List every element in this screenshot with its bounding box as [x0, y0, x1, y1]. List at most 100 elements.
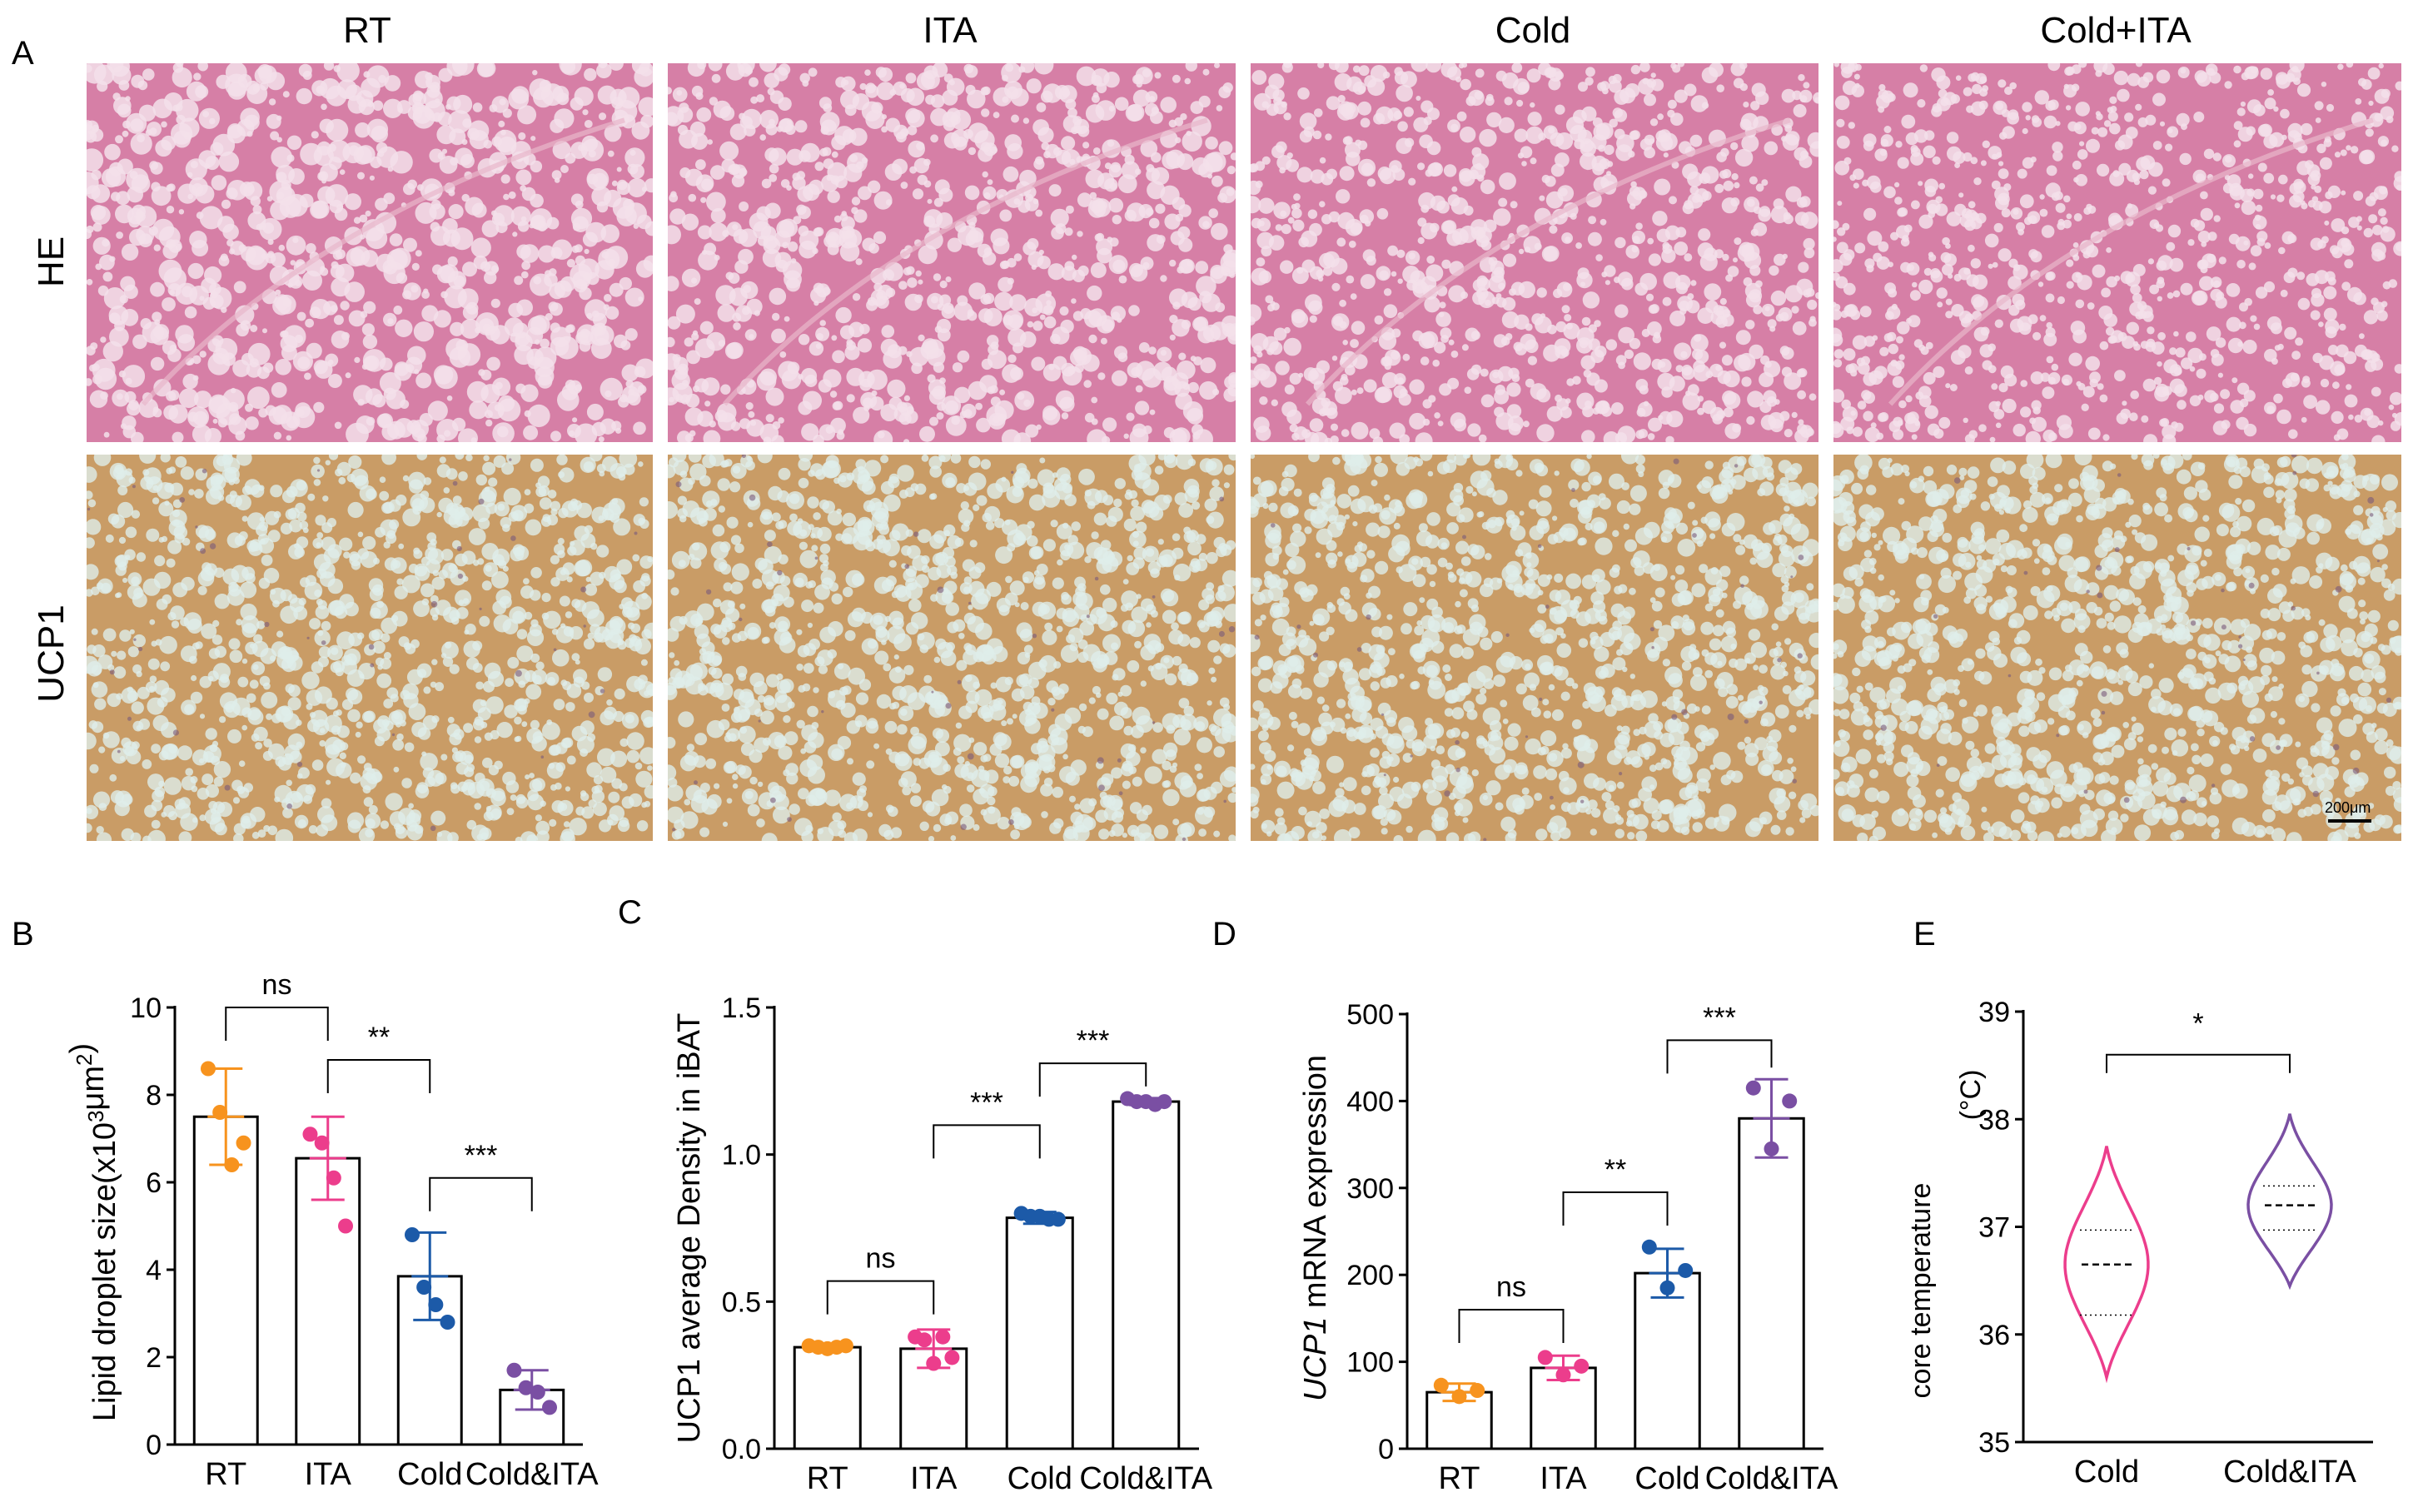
y-tick-label: 10 — [130, 992, 162, 1024]
significance-bracket — [1666, 1039, 1773, 1074]
cell-pattern — [1833, 455, 2401, 841]
panel-c-letter: C — [618, 894, 642, 931]
y-tick-label: 4 — [146, 1255, 162, 1286]
data-point — [1659, 1280, 1675, 1296]
bar-cold-ita — [1738, 1117, 1805, 1450]
y-tick-label: 35 — [1978, 1427, 2010, 1459]
bar-cold-ita — [1112, 1100, 1181, 1450]
data-point — [326, 1170, 341, 1186]
x-tick-label: ITA — [1540, 1461, 1587, 1496]
data-point — [1764, 1141, 1779, 1156]
y-tick-label: 38 — [1978, 1104, 2010, 1136]
significance-bracket — [1458, 1308, 1565, 1343]
significance-label: ** — [1605, 1154, 1626, 1186]
data-point — [1641, 1239, 1657, 1255]
chart-e-core-temperature: 35 36 37 38 39 Cold Cold&ITA * core temperature (… — [1905, 997, 2373, 1490]
panel-e-letter: E — [1913, 916, 1936, 952]
bar-ita — [295, 1156, 361, 1446]
x-tick-label: Cold&ITA — [1705, 1461, 1838, 1496]
y-tick-label: 0 — [1378, 1434, 1394, 1465]
data-point — [416, 1280, 432, 1295]
significance-label: ns — [262, 969, 292, 1001]
data-point — [338, 1218, 354, 1234]
bar-cold — [1005, 1216, 1074, 1450]
y-tick-label: 0 — [146, 1430, 162, 1461]
significance-label: ** — [368, 1022, 390, 1053]
significance-bracket — [2106, 1053, 2291, 1073]
significance-bracket — [933, 1124, 1041, 1159]
significance-bracket — [326, 1059, 431, 1093]
bar-rt — [192, 1115, 259, 1446]
x-tick-label: RT — [1439, 1461, 1480, 1496]
y-tick-label: 0.0 — [722, 1434, 761, 1465]
col-title-ita: ITA — [923, 10, 978, 51]
y-tick-label: 1.5 — [722, 992, 761, 1024]
y-tick-label: 500 — [1346, 999, 1394, 1031]
y-tick-label: 8 — [146, 1080, 162, 1112]
y-axis-label: UCP1 mRNA expression — [1298, 1055, 1333, 1401]
data-point — [838, 1338, 853, 1354]
y-tick-label: 400 — [1346, 1086, 1394, 1117]
significance-label: ns — [1496, 1271, 1526, 1303]
significance-bracket — [826, 1280, 935, 1315]
data-point — [302, 1127, 318, 1142]
significance-bracket — [429, 1176, 533, 1211]
cell-pattern — [1833, 63, 2401, 442]
data-point — [506, 1362, 522, 1378]
panel-d-letter: D — [1212, 916, 1236, 952]
data-point — [200, 1061, 216, 1077]
cell-pattern — [87, 63, 653, 442]
y-tick-label: 1.0 — [722, 1140, 761, 1171]
ucp1-image-rt — [87, 455, 653, 841]
y-axis-label: Lipid droplet size(x103μm2) — [64, 1043, 122, 1421]
data-point — [212, 1105, 228, 1120]
significance-label: *** — [970, 1087, 1003, 1118]
data-point — [530, 1385, 545, 1400]
col-title-rt: RT — [343, 10, 391, 51]
y-tick-label: 2 — [146, 1342, 162, 1374]
x-tick-label: ITA — [305, 1457, 352, 1492]
ucp1-image-cold-ita — [1833, 455, 2401, 841]
data-point — [1678, 1262, 1694, 1278]
x-tick-label: Cold&ITA — [2223, 1455, 2356, 1490]
scale-bar-label: 200μm — [2325, 799, 2371, 816]
data-point — [542, 1400, 558, 1415]
significance-bracket — [225, 1007, 329, 1041]
y-tick-label: 6 — [146, 1167, 162, 1199]
significance-label: *** — [1077, 1025, 1110, 1057]
ucp1-image-cold — [1251, 455, 1818, 841]
significance-label: * — [2192, 1008, 2203, 1040]
y-tick-label: 39 — [1978, 997, 2010, 1028]
significance-bracket — [1038, 1062, 1147, 1097]
data-point — [1050, 1211, 1066, 1227]
data-point — [944, 1350, 960, 1365]
y-tick-label: 37 — [1978, 1212, 2010, 1244]
data-point — [224, 1157, 240, 1172]
ucp1-image-ita — [668, 455, 1236, 841]
data-point — [926, 1355, 942, 1371]
data-point — [404, 1227, 420, 1242]
data-point — [440, 1315, 455, 1330]
bar-cold — [1634, 1271, 1701, 1450]
data-point — [428, 1297, 444, 1312]
data-point — [935, 1329, 951, 1345]
cell-pattern — [87, 455, 653, 841]
panel-a-letter: A — [12, 35, 34, 72]
violin-cold — [2063, 1146, 2150, 1384]
data-point — [1555, 1367, 1571, 1383]
y-tick-label: 36 — [1978, 1320, 2010, 1351]
col-title-cold: Cold — [1495, 10, 1571, 51]
x-tick-label: Cold — [397, 1457, 462, 1492]
violin-cold-ita — [2246, 1113, 2333, 1291]
significance-label: ns — [866, 1243, 896, 1275]
y-tick-label: 200 — [1346, 1260, 1394, 1291]
data-point — [1433, 1377, 1449, 1393]
x-tick-label: Cold — [1634, 1461, 1699, 1496]
data-point — [1537, 1350, 1553, 1365]
data-point — [1451, 1389, 1467, 1405]
y-axis-label: UCP1 average Density in iBAT — [672, 1013, 707, 1444]
data-point — [1574, 1358, 1590, 1374]
row-label-ucp1: UCP1 — [31, 604, 72, 703]
x-tick-label: Cold&ITA — [465, 1457, 599, 1492]
